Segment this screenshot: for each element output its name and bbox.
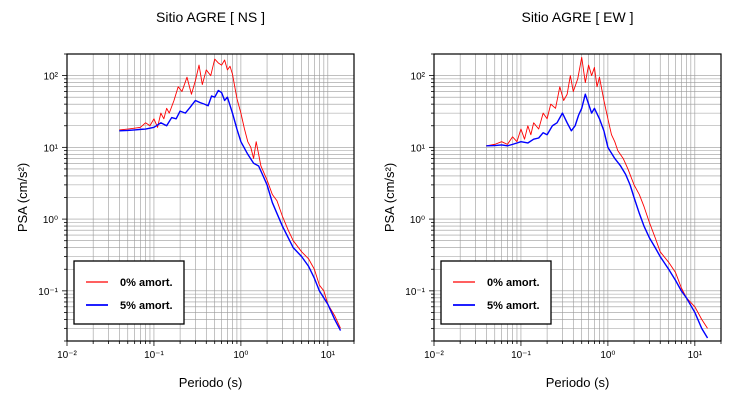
x-tick-label: 10¹ xyxy=(321,350,336,361)
series-line-damping-0 xyxy=(486,56,708,329)
series-line-damping-5 xyxy=(119,89,342,331)
y-axis-label: PSA (cm/s²) xyxy=(15,163,30,232)
x-axis-label: Periodo (s) xyxy=(179,375,243,390)
x-tick-label: 10⁻² xyxy=(57,350,77,361)
tick-marks xyxy=(429,53,722,346)
legend-label: 5% amort. xyxy=(487,300,540,312)
y-tick-label: 10¹ xyxy=(411,143,426,154)
x-tick-label: 10⁻² xyxy=(424,350,444,361)
chart-panel-2: 10⁻² 10⁻¹ 10⁰ 10¹ 10⁻¹ 10⁰ 10¹ 10² Sitio AGRE [ … xyxy=(382,9,722,390)
legend-label: 0% amort. xyxy=(487,277,540,289)
x-tick-label: 10⁻¹ xyxy=(511,350,531,361)
chart-title: Sitio AGRE [ EW ] xyxy=(521,9,633,25)
legend-label: 5% amort. xyxy=(120,300,173,312)
y-tick-label: 10⁰ xyxy=(43,215,58,226)
y-tick-label: 10² xyxy=(411,72,426,83)
y-tick-label: 10¹ xyxy=(44,143,59,154)
x-tick-label: 10¹ xyxy=(688,350,703,361)
y-axis-label: PSA (cm/s²) xyxy=(382,163,397,232)
chart-panel-1: 10⁻² 10⁻¹ 10⁰ 10¹ 10⁻¹ 10⁰ 10¹ 10² Sitio AGRE [ … xyxy=(15,9,355,390)
series-line-damping-0 xyxy=(119,58,341,329)
legend: 0% amort. 5% amort. xyxy=(440,260,552,325)
grid xyxy=(67,54,354,341)
y-tick-label: 10² xyxy=(44,72,59,83)
x-tick-label: 10⁰ xyxy=(600,350,615,361)
series-line-damping-5 xyxy=(486,93,709,339)
x-tick-label: 10⁰ xyxy=(233,350,248,361)
x-axis-label: Periodo (s) xyxy=(546,375,610,390)
tick-marks xyxy=(62,53,355,346)
chart-title: Sitio AGRE [ NS ] xyxy=(156,9,265,25)
legend-box xyxy=(440,260,552,325)
y-tick-label: 10⁻¹ xyxy=(405,287,425,298)
y-tick-label: 10⁰ xyxy=(410,215,425,226)
x-tick-label: 10⁻¹ xyxy=(144,350,164,361)
y-tick-label: 10⁻¹ xyxy=(38,287,58,298)
legend-label: 0% amort. xyxy=(120,277,173,289)
legend: 0% amort. 5% amort. xyxy=(73,260,185,325)
legend-box xyxy=(73,260,185,325)
